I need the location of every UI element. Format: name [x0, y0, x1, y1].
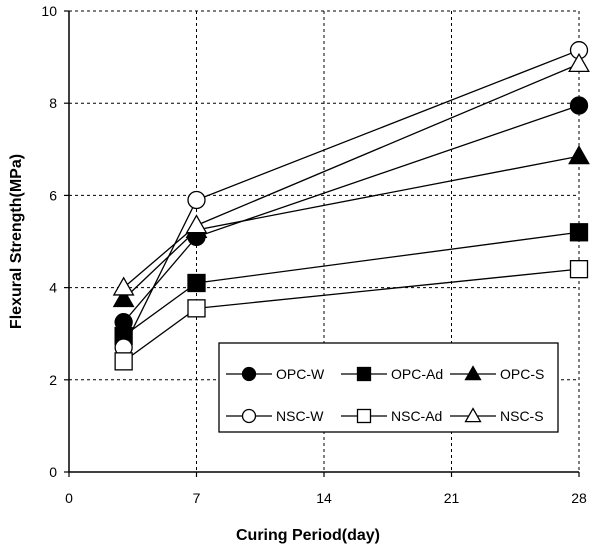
data-point-nsc-w [187, 190, 206, 210]
legend-label: NSC-Ad [391, 408, 442, 424]
legend-marker-nsc-ad [356, 408, 372, 424]
data-point-nsc-ad [187, 299, 206, 318]
series-lines [112, 41, 590, 371]
x-tick-label: 21 [444, 490, 460, 506]
y-tick-label: 2 [49, 372, 57, 388]
y-tick-label: 0 [49, 464, 57, 480]
data-point-nsc-s [568, 52, 590, 72]
series-line-nsc-s [123, 63, 580, 289]
data-point-opc-s [568, 145, 590, 165]
y-tick-label: 6 [49, 187, 57, 203]
y-tick-label: 4 [49, 280, 57, 296]
legend-marker-nsc-w [241, 408, 257, 424]
data-point-opc-s [112, 288, 135, 308]
x-axis-title: Curing Period(day) [236, 527, 380, 544]
y-tick-label: 8 [49, 95, 57, 111]
legend-marker-opc-ad [356, 366, 372, 382]
legend-label: OPC-S [500, 366, 544, 382]
legend-box [218, 342, 559, 433]
x-tick-label: 28 [571, 490, 587, 506]
legend-label: OPC-Ad [391, 366, 443, 382]
x-tick-label: 0 [65, 490, 73, 506]
x-tick-label: 7 [193, 490, 201, 506]
legend-label: NSC-S [500, 408, 544, 424]
data-point-opc-ad [569, 223, 589, 242]
data-point-opc-w [569, 96, 589, 115]
axes [64, 10, 580, 477]
legend-marker-opc-w [241, 366, 257, 382]
legend-label: NSC-W [276, 408, 324, 424]
data-point-nsc-s [185, 214, 208, 234]
data-point-nsc-s [112, 276, 135, 296]
data-point-nsc-ad [569, 260, 589, 279]
y-tick-label: 10 [41, 3, 57, 19]
legend-label: OPC-W [276, 366, 325, 382]
data-point-nsc-ad [114, 352, 133, 371]
y-axis-title: Flexural Strength(MPa) [8, 154, 25, 329]
legend: OPC-W OPC-Ad OPC-S NSC-W NSC-Ad NSC-S [218, 342, 559, 433]
data-point-opc-ad [187, 273, 206, 293]
legend-marker-nsc-s [464, 407, 482, 423]
tick-labels: 0 2 4 6 8 10 0 7 14 21 28 [41, 3, 587, 506]
x-tick-label: 14 [316, 490, 332, 506]
legend-marker-opc-s [464, 365, 482, 381]
